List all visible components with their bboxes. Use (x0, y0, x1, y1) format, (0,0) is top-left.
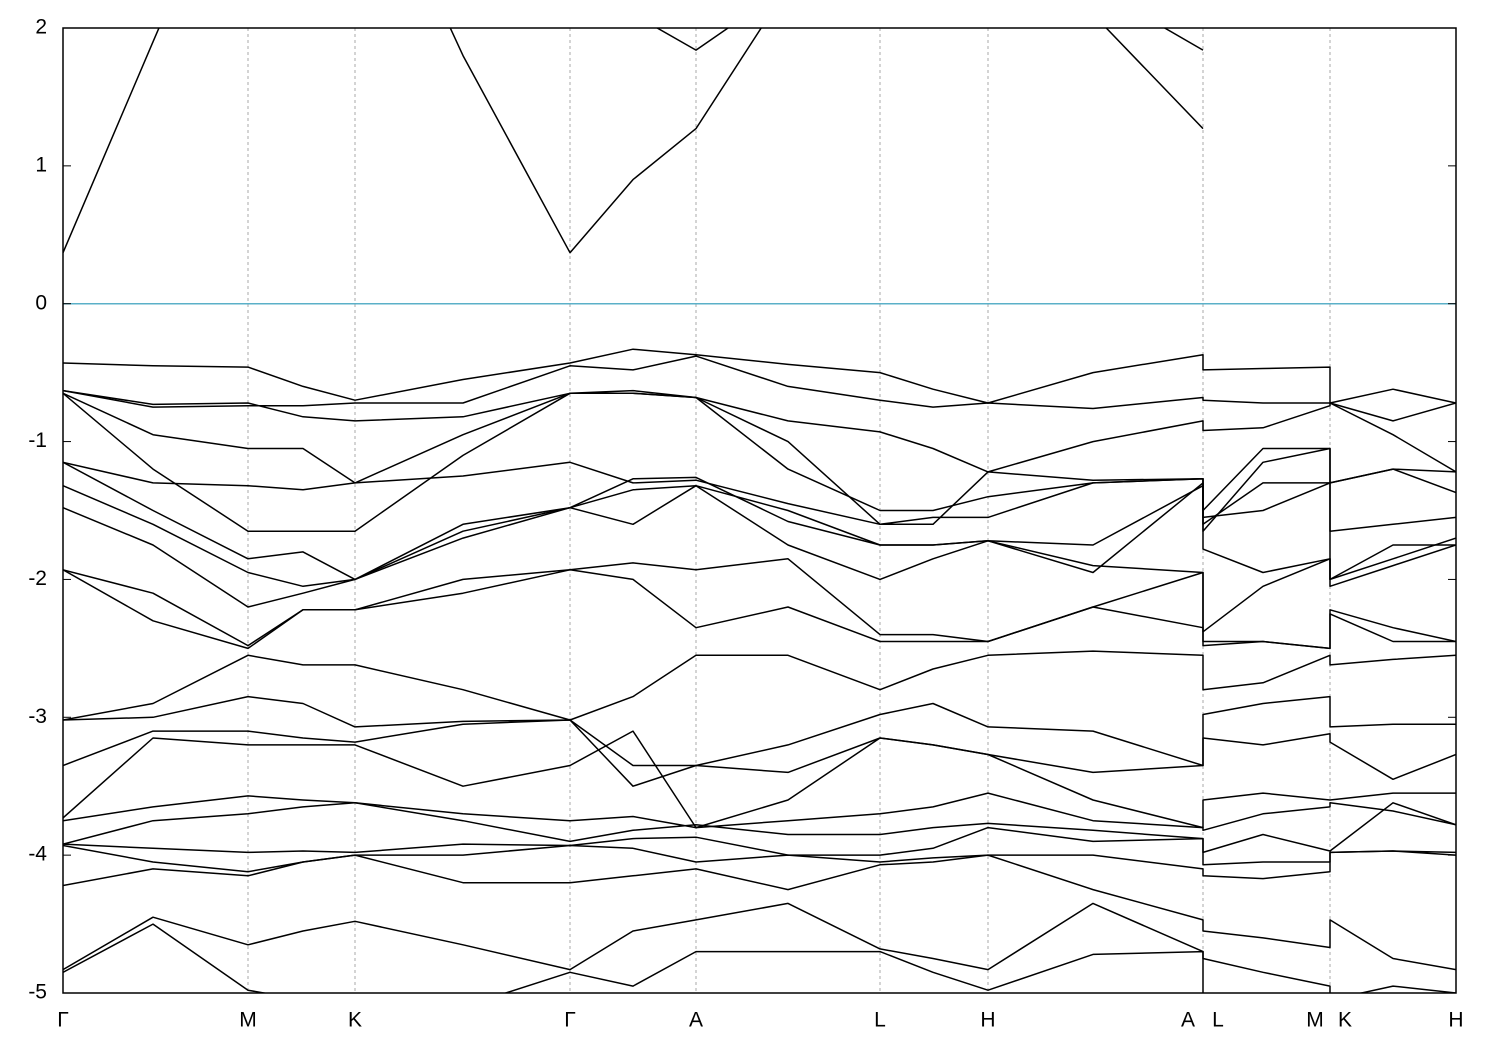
x-tick-label: Γ (57, 1009, 69, 1032)
band-line (63, 28, 1204, 254)
band-line (63, 348, 1456, 404)
x-tick-label: H (980, 1009, 995, 1032)
band-line (63, 389, 1456, 473)
x-tick-label: M (1306, 1009, 1324, 1032)
x-tick-label: K (348, 1009, 362, 1032)
band-line (63, 355, 1456, 422)
x-tick-label: L (874, 1009, 886, 1032)
x-tick-label: A (1181, 1009, 1195, 1032)
band-line (63, 923, 1204, 993)
y-tick-label: 0 (35, 291, 47, 314)
band-line (63, 695, 1456, 767)
band-line (655, 28, 1204, 51)
plot-marks (63, 28, 1456, 993)
band-line (63, 461, 1456, 532)
y-tick-label: -2 (28, 567, 47, 590)
y-tick-label: 2 (35, 16, 47, 39)
band-line (63, 826, 1456, 866)
band-line (63, 392, 1456, 532)
band-line (63, 854, 1456, 971)
plot-frame (62, 27, 1457, 994)
band-line (63, 730, 1456, 829)
y-tick-label: -4 (28, 843, 47, 866)
band-line (63, 650, 1456, 721)
plot-area (63, 28, 1456, 993)
y-tick-label: -5 (28, 981, 47, 1004)
band-line (63, 802, 1456, 854)
y-tick-label: 1 (35, 153, 47, 176)
band-line (63, 902, 1456, 993)
x-tick-label: L (1212, 1009, 1224, 1032)
x-tick-label: M (239, 1009, 257, 1032)
band-line (63, 792, 1456, 832)
band-line (63, 484, 1456, 588)
band-line (63, 484, 1456, 633)
band-line (63, 569, 1456, 650)
y-tick-label: -3 (28, 705, 47, 728)
x-tick-label: Γ (564, 1009, 576, 1032)
x-tick-label: K (1338, 1009, 1352, 1032)
band-line (63, 389, 1456, 512)
x-tick-label: H (1448, 1009, 1463, 1032)
y-tick-label: -1 (28, 429, 47, 452)
x-tick-label: A (689, 1009, 703, 1032)
